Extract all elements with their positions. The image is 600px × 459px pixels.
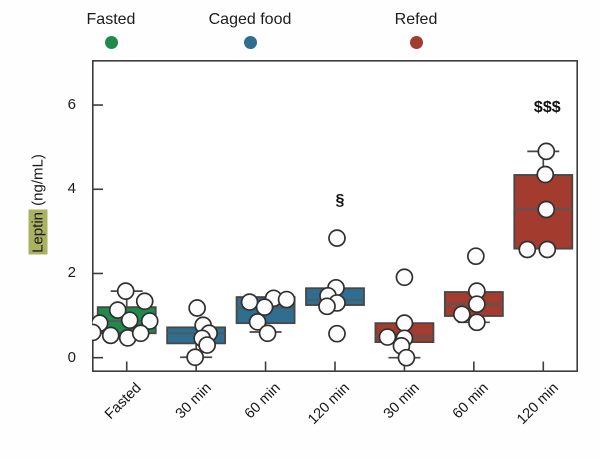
y-tick-label: 6 [67, 96, 76, 114]
plot-area: § $$$ [83, 60, 578, 372]
data-point [101, 326, 120, 345]
data-point [188, 299, 206, 317]
y-axis-label-highlight: Leptin [28, 210, 48, 255]
data-point [135, 292, 154, 311]
data-point [198, 336, 216, 354]
legend-dot-refed-icon [409, 36, 423, 49]
data-point [116, 282, 135, 301]
data-point [186, 348, 204, 367]
data-point [397, 348, 416, 367]
plot-frame [92, 60, 578, 372]
data-point [467, 247, 485, 266]
data-point [328, 324, 346, 343]
legend-label: Fasted [86, 11, 136, 28]
data-point [140, 312, 159, 330]
legend-item-fasted: Fasted [41, 10, 181, 49]
data-point [255, 298, 274, 317]
x-tick-label: 60 min [241, 380, 284, 423]
data-point [468, 295, 486, 314]
data-point [83, 323, 102, 342]
data-point [395, 268, 414, 287]
data-point [395, 314, 414, 333]
x-tick-label: 60 min [450, 380, 493, 423]
data-point [108, 301, 127, 319]
data-point [277, 290, 296, 309]
x-tick-label: 120 min [513, 380, 562, 428]
data-point [248, 313, 267, 331]
significance-annotation: § [336, 192, 345, 209]
legend-label: Refed [394, 11, 438, 28]
y-tick-label: 4 [67, 180, 76, 198]
legend-dot-fasted-icon [104, 36, 118, 49]
legend-dot-caged-food-icon [243, 36, 257, 49]
significance-annotation: $$$ [534, 99, 561, 116]
data-point [378, 328, 397, 346]
data-point [536, 165, 555, 184]
data-point [120, 311, 139, 330]
data-point [537, 200, 556, 219]
x-tick-label: 30 min [172, 380, 215, 423]
y-tick-label: 2 [67, 264, 76, 282]
boxplot-canvas: § $$$ [83, 60, 578, 372]
data-point [328, 229, 346, 247]
legend-item-caged-food: Caged food [180, 10, 320, 49]
data-point [131, 324, 150, 343]
data-point [453, 305, 471, 324]
data-point [240, 293, 259, 311]
x-tick-label: 30 min [380, 380, 423, 423]
legend-label: Caged food [208, 11, 292, 28]
data-point [538, 240, 557, 259]
legend-item-refed: Refed [346, 10, 486, 49]
data-point [468, 313, 486, 332]
x-tick-label: 120 min [305, 380, 354, 428]
data-point [258, 324, 277, 343]
data-point [318, 297, 336, 316]
data-point [537, 142, 556, 161]
y-tick-label: 0 [67, 348, 76, 366]
data-point [518, 240, 537, 259]
x-tick-label: Fasted [102, 380, 146, 423]
